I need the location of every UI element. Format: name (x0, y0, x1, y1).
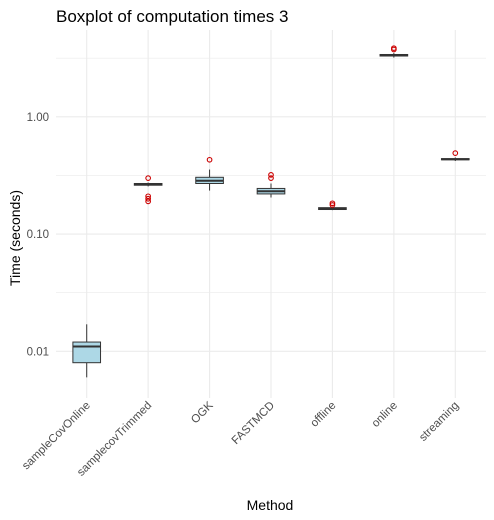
box-offline (318, 200, 347, 211)
outlier-point (145, 175, 151, 181)
y-axis-title: Time (seconds) (7, 190, 23, 286)
outlier-point (268, 175, 274, 181)
box-samplecovTrimmed (133, 175, 163, 205)
grid-lines (56, 30, 486, 398)
x-tick-label: streaming (417, 400, 461, 444)
outlier-point (329, 200, 336, 207)
box-iqr (72, 341, 102, 364)
box-OGK (195, 156, 224, 191)
outlier-point (145, 193, 151, 200)
outlier-point (329, 202, 336, 208)
x-tick-label: OGK (189, 399, 216, 426)
box-online (379, 45, 409, 58)
box-sampleCovOnline (72, 324, 102, 378)
box-streaming (440, 150, 470, 161)
x-axis-title: Method (247, 497, 294, 513)
outlier-point (452, 150, 459, 156)
boxplot-series (72, 45, 470, 378)
x-tick-label: online (370, 400, 400, 430)
x-tick-label: offline (309, 400, 339, 430)
y-tick-label: 0.10 (27, 229, 49, 241)
outlier-point (268, 171, 274, 178)
x-tick-label: sampleCovOnline (20, 400, 93, 473)
chart-title: Boxplot of computation times 3 (56, 7, 288, 26)
outlier-point (145, 195, 151, 202)
x-tick-label: FASTMCD (230, 400, 277, 447)
y-tick-label: 0.01 (27, 346, 49, 358)
y-axis-tick-labels: 0.01 0.10 1.00 (27, 112, 49, 359)
y-tick-label: 1.00 (27, 112, 49, 124)
outlier-point (391, 45, 397, 52)
box-FASTMCD (256, 171, 286, 198)
outlier-point (206, 156, 213, 163)
